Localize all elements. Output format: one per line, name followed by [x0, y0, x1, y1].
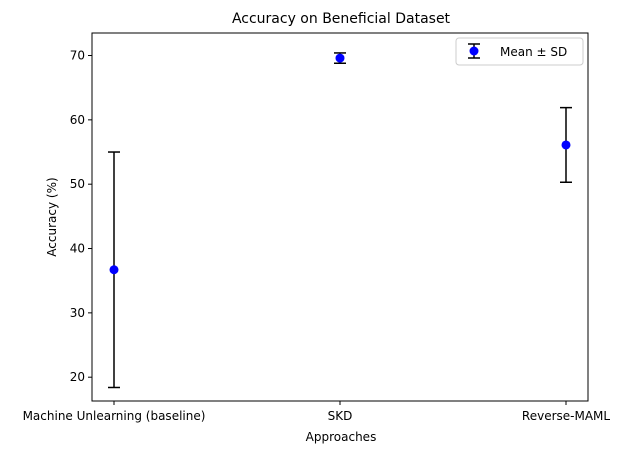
- x-tick-label: SKD: [328, 409, 353, 423]
- y-tick-label: 50: [70, 177, 85, 191]
- x-axis: Machine Unlearning (baseline) SKD Reverse-…: [23, 401, 610, 423]
- data-point: [335, 53, 345, 63]
- legend-marker-icon: [468, 43, 480, 59]
- data-marks: [108, 52, 572, 389]
- y-tick-label: 60: [70, 113, 85, 127]
- x-tick-label: Reverse-MAML: [522, 409, 610, 423]
- data-point: [109, 265, 119, 275]
- legend-label: Mean ± SD: [500, 45, 567, 59]
- legend-box: [455, 37, 584, 66]
- y-tick-label: 20: [70, 370, 85, 384]
- y-tick-label: 30: [70, 306, 85, 320]
- data-point: [561, 140, 571, 150]
- chart-title: Accuracy on Beneficial Dataset: [232, 11, 451, 27]
- y-tick-label: 40: [70, 242, 85, 256]
- legend: Mean ± SD: [455, 37, 584, 66]
- y-axis-title: Accuracy (%): [45, 177, 59, 256]
- legend-point: [469, 46, 479, 56]
- plot-area-frame: [91, 32, 589, 402]
- x-tick-label: Machine Unlearning (baseline): [23, 409, 206, 423]
- x-axis-title: Approaches: [306, 430, 377, 444]
- y-axis: 20 30 40 50 60 70: [70, 49, 92, 384]
- y-tick-label: 70: [70, 49, 85, 63]
